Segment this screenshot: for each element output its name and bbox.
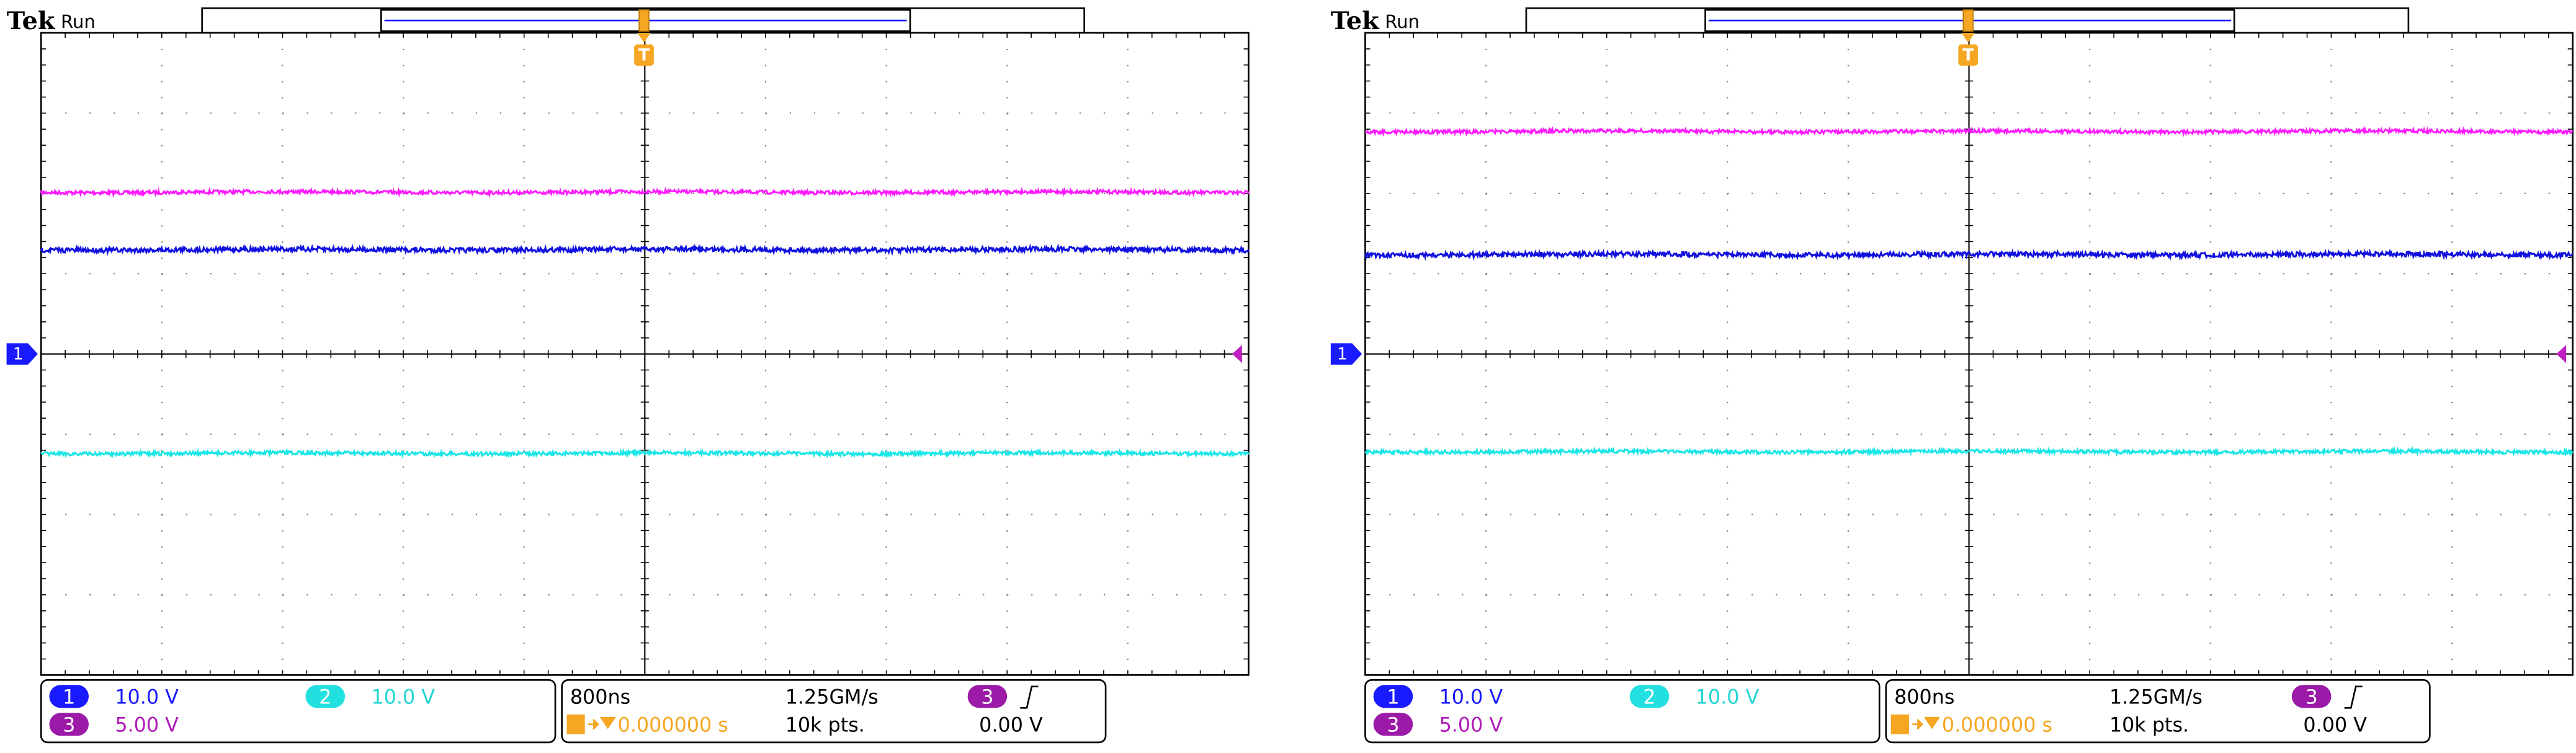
record-trigger bbox=[1962, 9, 1974, 32]
trigger-channel: 3 bbox=[2305, 686, 2318, 708]
trigger-label: T bbox=[638, 46, 650, 65]
trigger-pos-icon bbox=[566, 714, 585, 734]
channel-scale: 10.0 V bbox=[1439, 686, 1503, 708]
record-length: 10k pts. bbox=[2109, 714, 2189, 736]
trigger-level-marker bbox=[1232, 345, 1242, 363]
channel-number: 1 bbox=[1387, 686, 1399, 708]
channel-box bbox=[40, 679, 557, 744]
channel-box bbox=[1364, 679, 1881, 744]
trigger-channel-badge bbox=[2291, 685, 2332, 708]
record-trigger bbox=[638, 9, 650, 32]
trace-ch3 bbox=[40, 186, 1250, 198]
channel-number: 3 bbox=[1387, 714, 1399, 736]
scope-screen: Tek Run T 1 1 10.0 V 2 10.0 V 3 5.00 V 800ns 1.25GM… bbox=[6, 7, 1250, 744]
channel-number: 1 bbox=[63, 686, 75, 708]
ground-label: 1 bbox=[1337, 344, 1348, 363]
scope-screen: Tek Run T 1 1 10.0 V 2 10.0 V 3 5.00 V 800ns 1.25GM… bbox=[1330, 7, 2574, 744]
channel-scale: 5.00 V bbox=[115, 714, 179, 736]
timebase: 800ns bbox=[1894, 686, 1954, 708]
trace-ch1 bbox=[1364, 248, 2574, 261]
channel-number: 2 bbox=[1643, 686, 1655, 708]
trigger-box bbox=[634, 44, 654, 66]
channel-badge bbox=[1629, 685, 1670, 708]
trace-ch2 bbox=[1364, 445, 2574, 458]
trigger-level: 0.00 V bbox=[2303, 714, 2367, 736]
trace-ch2 bbox=[40, 447, 1250, 459]
trigger-slope bbox=[1020, 685, 1039, 709]
trigger-pos-arrow bbox=[1912, 716, 1941, 730]
trace-ch1 bbox=[40, 243, 1250, 256]
run-status: Run bbox=[61, 11, 96, 32]
trigger-channel: 3 bbox=[981, 686, 993, 708]
trigger-position: 0.000000 s bbox=[618, 714, 728, 736]
channel-scale: 5.00 V bbox=[1439, 714, 1503, 736]
channel-number: 2 bbox=[319, 686, 331, 708]
brand: Tek bbox=[1331, 7, 1380, 35]
channel-badge bbox=[1373, 685, 1413, 708]
ground-marker bbox=[1330, 343, 1362, 365]
trace-ch3 bbox=[1364, 125, 2574, 138]
channel-badge bbox=[305, 685, 346, 708]
trigger-label: T bbox=[1962, 46, 1974, 65]
channel-scale: 10.0 V bbox=[115, 686, 179, 708]
trigger-arrow bbox=[1961, 32, 1975, 43]
run-status: Run bbox=[1385, 11, 1420, 32]
channel-badge bbox=[49, 685, 89, 708]
channel-scale: 10.0 V bbox=[1696, 686, 1760, 708]
record-length: 10k pts. bbox=[785, 714, 865, 736]
channel-number: 3 bbox=[63, 714, 75, 736]
channel-badge bbox=[1373, 713, 1413, 736]
trigger-position: 0.000000 s bbox=[1942, 714, 2052, 736]
brand: Tek bbox=[7, 7, 56, 35]
ground-label: 1 bbox=[13, 344, 24, 363]
channel-badge bbox=[49, 713, 89, 736]
sample-rate: 1.25GM/s bbox=[785, 686, 879, 708]
trigger-arrow bbox=[637, 32, 651, 43]
trigger-channel-badge bbox=[967, 685, 1008, 708]
ground-marker bbox=[6, 343, 38, 365]
trigger-level: 0.00 V bbox=[979, 714, 1043, 736]
trigger-slope bbox=[2344, 685, 2363, 709]
sample-rate: 1.25GM/s bbox=[2109, 686, 2203, 708]
trigger-pos-arrow bbox=[588, 716, 616, 730]
timebase: 800ns bbox=[570, 686, 630, 708]
trigger-box bbox=[1958, 44, 1979, 66]
channel-scale: 10.0 V bbox=[371, 686, 435, 708]
trigger-level-marker bbox=[2556, 345, 2567, 363]
trigger-pos-icon bbox=[1890, 714, 1909, 734]
